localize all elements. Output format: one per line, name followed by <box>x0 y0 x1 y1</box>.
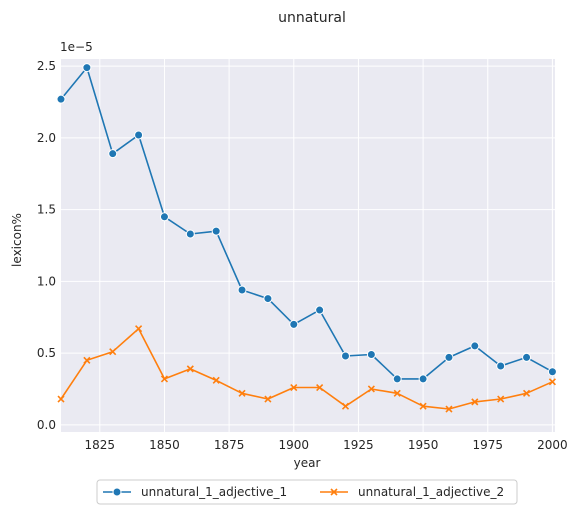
y-tick-label: 2.0 <box>37 131 56 145</box>
data-point <box>186 365 194 373</box>
x-tick-label: 1850 <box>149 438 180 452</box>
data-point <box>134 130 144 140</box>
data-point <box>366 350 376 360</box>
data-point <box>57 395 65 403</box>
data-point <box>108 149 118 159</box>
series-layer <box>56 63 557 413</box>
data-point <box>159 212 169 222</box>
data-point <box>471 398 479 406</box>
y-offset-label: 1e−5 <box>60 40 93 54</box>
x-tick-label: 2000 <box>537 438 568 452</box>
legend-label: unnatural_1_adjective_2 <box>358 485 504 499</box>
data-point <box>316 383 324 392</box>
legend: unnatural_1_adjective_1 unnatural_1_adjec… <box>96 479 518 505</box>
data-point <box>83 356 91 364</box>
data-point <box>419 402 427 410</box>
data-point <box>418 374 428 384</box>
data-point <box>392 374 402 384</box>
data-point <box>470 341 480 351</box>
data-point <box>548 378 556 386</box>
data-point <box>212 376 220 384</box>
data-point <box>522 389 531 397</box>
series-2 <box>57 325 556 413</box>
data-point <box>238 389 246 397</box>
data-point <box>522 352 532 362</box>
data-point <box>444 352 454 362</box>
data-point <box>315 305 325 315</box>
data-point <box>185 229 195 239</box>
data-point <box>237 285 247 295</box>
legend-item: unnatural_1_adjective_1 <box>103 485 287 499</box>
data-point <box>263 294 273 304</box>
x-tick-label: 1975 <box>472 438 503 452</box>
legend-frame <box>96 479 518 505</box>
data-point <box>56 94 66 104</box>
data-point <box>135 325 143 333</box>
x-tick-label: 1825 <box>85 438 116 452</box>
data-point <box>393 389 401 397</box>
x-tick-label: 1900 <box>279 438 310 452</box>
data-point <box>289 319 299 329</box>
y-tick-label: 0.5 <box>37 346 56 360</box>
data-point <box>341 351 351 361</box>
chart-title: unnatural <box>278 10 346 26</box>
grid <box>61 59 555 432</box>
data-point <box>264 395 272 403</box>
data-point <box>341 402 350 410</box>
data-point <box>445 405 453 413</box>
series-line <box>60 327 553 410</box>
legend-marker <box>112 487 122 497</box>
legend-marker <box>330 488 338 496</box>
plot-area <box>61 59 555 432</box>
axis-ticks: 1825 1850 1875 1900 1925 1950 1975 2000 0.0 0.5 1.… <box>37 59 568 452</box>
data-point <box>367 385 375 393</box>
y-axis-label: lexicon% <box>10 213 24 267</box>
legend-label: unnatural_1_adjective_1 <box>141 485 287 499</box>
x-axis-label: year <box>294 456 321 470</box>
data-point <box>160 375 169 383</box>
series-1 <box>56 63 557 384</box>
y-tick-label: 2.5 <box>37 59 56 73</box>
data-point <box>109 348 117 356</box>
data-point <box>211 226 221 236</box>
series-line <box>60 66 553 380</box>
data-point <box>497 395 505 403</box>
y-tick-label: 1.0 <box>37 274 56 288</box>
x-tick-label: 1875 <box>214 438 245 452</box>
legend-item: unnatural_1_adjective_2 <box>320 485 504 499</box>
data-point <box>496 361 506 371</box>
y-tick-label: 0.0 <box>37 418 56 432</box>
x-tick-label: 1925 <box>343 438 374 452</box>
y-tick-label: 1.5 <box>37 203 56 217</box>
x-tick-label: 1950 <box>408 438 439 452</box>
data-point <box>547 367 557 377</box>
data-point <box>82 63 92 73</box>
data-point <box>290 383 298 392</box>
